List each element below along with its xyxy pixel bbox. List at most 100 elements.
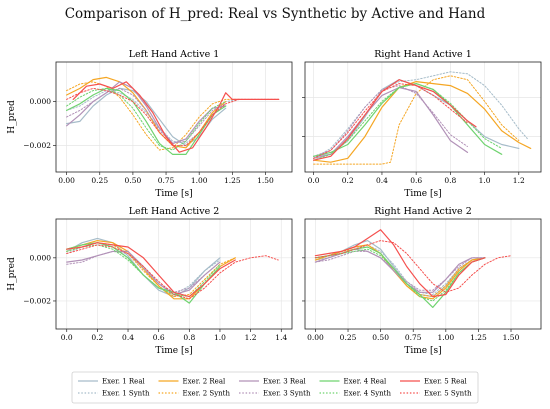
series-line-exer-3-synth [66,250,221,293]
legend-box [71,371,479,404]
legend: Exer. 1 Real Exer. 1 Synth Exer. 2 Real Exe… [71,371,479,404]
x-tick-label: 0.0 [61,333,73,342]
legend-item: Exer. 1 Synth [78,390,150,398]
series-line-exer-5-synth [313,83,468,159]
series-line-exer-2-synth [314,246,486,298]
x-tick-label: 0.75 [405,333,422,342]
series-line-exer-2-synth [66,242,236,298]
legend-label: Exer. 3 Synth [263,390,311,398]
x-tick-label: 1.4 [275,333,287,342]
series-line-exer-3-synth [66,87,227,144]
panel-right-hand-active-2: 0.00 0.25 0.50 0.75 1.00 1.25 1.50 Right Hand A… [302,206,542,356]
x-tick-label: 1.0 [479,176,491,185]
x-tick-label: 1.50 [257,176,274,185]
x-axis-label: Time [s] [155,346,192,356]
x-tick-label: 1.25 [224,176,241,185]
series-group [313,71,532,165]
y-tick-label: 0.000 [30,97,52,106]
panel-left-hand-active-2: 0.0 0.2 0.4 0.6 0.8 1.0 1.2 1.4 −0.002 0.000 Left … [7,206,293,356]
y-axis-label: H_pred [7,100,17,134]
x-axis-label: Time [s] [155,189,192,199]
legend-item: Exer. 5 Real [400,378,467,386]
series-line-exer-5-synth [66,244,279,300]
x-tick-label: 0.50 [372,333,389,342]
panel-left-hand-active-1: 0.00 0.25 0.50 0.75 1.00 1.25 1.50 −0.002 0.000 L… [7,49,293,199]
legend-label: Exer. 1 Synth [102,390,150,398]
legend-item: Exer. 5 Synth [400,390,472,398]
x-tick-label: 0.00 [307,333,324,342]
x-axis-label: Time [s] [404,346,441,356]
series-line-exer-3-synth [314,250,486,291]
x-tick-label: 1.2 [245,333,257,342]
x-tick-label: 0.8 [183,333,195,342]
x-tick-label: 0.2 [91,333,103,342]
legend-item: Exer. 3 Synth [239,390,311,398]
legend-label: Exer. 2 Real [183,378,226,386]
x-tick-label: 0.25 [91,176,108,185]
legend-label: Exer. 5 Real [424,378,467,386]
series-line-exer-3-real [313,86,469,159]
legend-item: Exer. 1 Real [78,378,145,386]
legend-label: Exer. 5 Synth [424,390,472,398]
legend-item: Exer. 4 Real [319,378,387,386]
series-line-exer-4-real [66,242,221,304]
x-tick-label: 1.25 [470,333,487,342]
plot-frame [304,218,542,330]
legend-label: Exer. 4 Synth [344,390,392,398]
series-line-exer-5-synth [66,87,280,147]
legend-item: Exer. 3 Real [239,378,306,386]
x-tick-label: 1.00 [191,176,208,185]
series-line-exer-2-real [66,240,236,300]
x-axis-label: Time [s] [404,189,441,199]
x-tick-label: 1.2 [513,176,525,185]
x-tick-label: 0.25 [340,333,357,342]
y-axis-label: H_pred [7,257,17,291]
legend-label: Exer. 2 Synth [183,390,231,398]
plot-frame [55,218,293,330]
figure-title: Comparison of H_pred: Real vs Synthetic … [64,6,486,22]
panel-title: Left Hand Active 2 [129,206,220,217]
series-line-exer-4-real [65,87,227,155]
x-tick-label: 1.0 [214,333,226,342]
plot-frame [55,61,293,173]
x-tick-label: 0.6 [153,333,165,342]
x-tick-label: 0.75 [158,176,175,185]
series-line-exer-4-synth [314,248,486,302]
y-tick-label: −0.002 [23,141,51,150]
series-line-exer-4-synth [313,83,503,161]
panel-title: Right Hand Active 2 [374,206,472,217]
x-tick-label: 0.2 [342,176,354,185]
series-line-exer-4-synth [66,87,227,151]
panel-title: Right Hand Active 1 [374,49,472,60]
x-tick-label: 0.50 [125,176,142,185]
series-group [314,229,512,308]
plot-frame [304,61,542,173]
series-line-exer-2-real [313,80,532,163]
x-tick-label: 0.8 [444,176,456,185]
series-line-exer-1-real [65,87,227,147]
y-tick-label: 0.000 [30,253,52,262]
series-group [66,237,279,304]
legend-label: Exer. 4 Real [344,378,387,386]
x-tick-label: 0.4 [122,333,134,342]
series-line-exer-4-synth [66,244,221,298]
series-line-exer-5-synth [314,240,512,293]
series-line-exer-2-real [65,76,227,149]
x-tick-label: 0.6 [410,176,422,185]
x-tick-label: 0.4 [376,176,388,185]
series-line-exer-5-real [66,242,236,298]
x-tick-label: 1.50 [503,333,520,342]
series-line-exer-5-real [72,81,280,153]
legend-item: Exer. 4 Synth [319,390,392,398]
series-line-exer-2-synth [66,81,240,151]
x-tick-label: 0.0 [308,176,320,185]
legend-item: Exer. 2 Real [158,378,226,386]
series-group [65,76,280,155]
series-line-exer-5-real [313,79,477,161]
panel-right-hand-active-1: 0.0 0.2 0.4 0.6 0.8 1.0 1.2 Right Hand Active 1… [302,49,542,199]
series-line-exer-1-synth [313,71,528,159]
series-line-exer-5-real [314,229,486,298]
x-tick-label: 1.00 [437,333,454,342]
